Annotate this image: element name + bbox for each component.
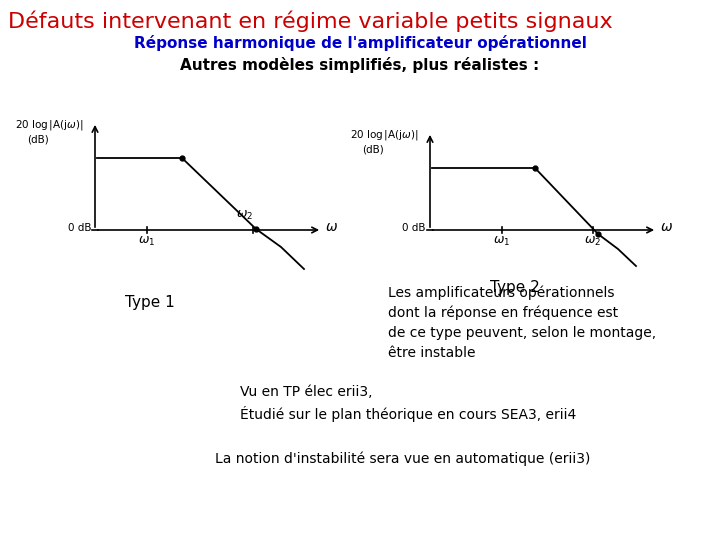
Text: Autres modèles simplifiés, plus réalistes :: Autres modèles simplifiés, plus réaliste… — [181, 57, 539, 73]
Text: Type 2: Type 2 — [490, 280, 540, 295]
Text: Vu en TP élec erii3,
Étudié sur le plan théorique en cours SEA3, erii4: Vu en TP élec erii3, Étudié sur le plan … — [240, 385, 576, 422]
Text: Défauts intervenant en régime variable petits signaux: Défauts intervenant en régime variable p… — [8, 10, 613, 31]
Text: La notion d'instabilité sera vue en automatique (erii3): La notion d'instabilité sera vue en auto… — [215, 452, 590, 467]
Text: 0 dB: 0 dB — [68, 223, 91, 233]
Text: $\omega_1$: $\omega_1$ — [138, 235, 156, 248]
Text: $\omega$: $\omega$ — [660, 220, 673, 234]
Text: $\omega_2$: $\omega_2$ — [585, 235, 601, 248]
Text: (dB): (dB) — [27, 135, 49, 145]
Text: $\omega_1$: $\omega_1$ — [493, 235, 510, 248]
Text: Les amplificateurs opérationnels
dont la réponse en fréquence est
de ce type peu: Les amplificateurs opérationnels dont la… — [388, 285, 656, 360]
Text: $\omega$: $\omega$ — [325, 220, 338, 234]
Text: 0 dB: 0 dB — [402, 223, 426, 233]
Text: Type 1: Type 1 — [125, 295, 175, 310]
Text: Réponse harmonique de l'amplificateur opérationnel: Réponse harmonique de l'amplificateur op… — [134, 35, 586, 51]
Text: (dB): (dB) — [362, 145, 384, 155]
Text: 20 log$\,|$A(j$\omega$)$|$: 20 log$\,|$A(j$\omega$)$|$ — [15, 118, 84, 132]
Text: $\omega_2$: $\omega_2$ — [236, 209, 253, 222]
Text: 20 log$\,|$A(j$\omega$)$|$: 20 log$\,|$A(j$\omega$)$|$ — [350, 128, 418, 142]
